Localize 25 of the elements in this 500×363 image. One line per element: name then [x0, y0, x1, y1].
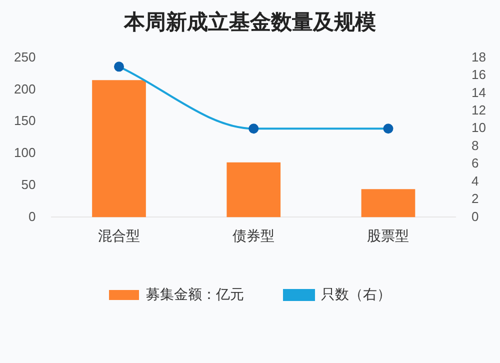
- bar: [226, 162, 281, 218]
- y2-tick-label: 6: [472, 156, 479, 171]
- y2-tick-label: 4: [472, 173, 479, 188]
- chart-title: 本周新成立基金数量及规模: [122, 9, 377, 36]
- y2-tick-label: 16: [472, 67, 486, 82]
- y-tick-label: 0: [28, 208, 36, 224]
- y2-tick-label: 10: [472, 120, 486, 136]
- y-tick-label: 100: [14, 145, 36, 160]
- legend-label: 募集金额：亿元: [146, 286, 244, 302]
- y-tick-label: 200: [14, 81, 36, 96]
- y2-tick-label: 12: [472, 102, 486, 118]
- y-tick-label: 150: [14, 113, 36, 128]
- y2-tick-label: 8: [472, 138, 479, 153]
- y2-tick-label: 14: [472, 84, 486, 100]
- bar: [92, 80, 146, 218]
- x-tick-label: 债券型: [232, 227, 275, 244]
- y-tick-label: 250: [14, 49, 36, 64]
- y2-tick-label: 18: [472, 49, 486, 64]
- bar: [361, 189, 416, 218]
- y2-tick-label: 0: [472, 208, 479, 224]
- y2-tick-label: 2: [472, 191, 479, 206]
- y-tick-label: 50: [21, 176, 36, 192]
- legend-label: 只数（右）: [321, 286, 391, 302]
- x-tick-label: 混合型: [98, 227, 140, 244]
- x-tick-label: 股票型: [367, 227, 410, 244]
